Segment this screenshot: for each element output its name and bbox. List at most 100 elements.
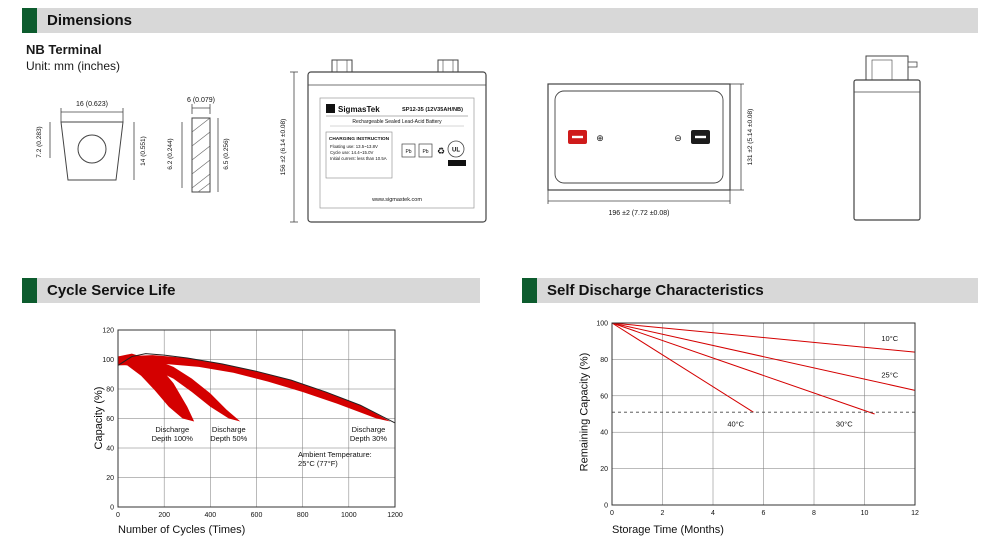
cycle-section-header: Cycle Service Life	[22, 278, 480, 303]
svg-text:100: 100	[596, 321, 608, 328]
dimensions-section-header: Dimensions	[22, 8, 978, 33]
pb-icon	[418, 143, 433, 158]
warning-box	[448, 160, 466, 166]
battery-top-view: ⊕ ⊖ 196 ±2 (7.72 ±0.08) 131 ±2 (5.14 ±0.…	[547, 83, 754, 217]
svg-text:Discharge: Discharge	[212, 425, 246, 434]
svg-text:10°C: 10°C	[881, 334, 898, 343]
width-dim-label: 196 ±2 (7.72 ±0.08)	[608, 210, 669, 217]
terminal-pin	[907, 61, 918, 68]
unit-note: Unit: mm (inches)	[26, 59, 121, 73]
svg-text:40: 40	[106, 446, 114, 453]
svg-text:12: 12	[911, 510, 919, 517]
svg-text:Ambient Temperature:: Ambient Temperature:	[298, 450, 372, 459]
svg-text:0: 0	[116, 512, 120, 519]
charging-line: Floating use: 13.5~13.8V	[330, 144, 378, 149]
svg-text:Discharge: Discharge	[155, 425, 189, 434]
svg-text:100: 100	[102, 357, 114, 364]
nb-terminal-label: NB Terminal	[26, 42, 102, 57]
brand-name: SigmasTek	[338, 105, 380, 114]
svg-text:2: 2	[661, 510, 665, 517]
terminal-body-shape	[60, 121, 124, 181]
svg-text:80: 80	[600, 357, 608, 364]
charging-line: Initial current: less than 10.5A	[330, 156, 387, 161]
pb-icon	[401, 143, 416, 158]
charging-title: CHARGING INSTRUCTION	[329, 136, 390, 142]
svg-text:Discharge: Discharge	[352, 425, 386, 434]
hatch-pattern	[191, 117, 211, 193]
svg-text:40°C: 40°C	[727, 420, 744, 429]
svg-text:Pb: Pb	[405, 149, 411, 155]
svg-text:1200: 1200	[387, 512, 403, 519]
battery-front-view: 156 ±2 (6.14 ±0.08) S SigmasTek SP12-35 …	[280, 59, 487, 223]
battery-type-text: Rechargeable Sealed Lead-Acid Battery	[352, 119, 442, 125]
battery-side-view	[853, 55, 921, 221]
svg-text:600: 600	[251, 512, 263, 519]
svg-text:UL: UL	[452, 148, 460, 154]
depth-dim-label: 131 ±2 (5.14 ±0.08)	[747, 109, 754, 166]
svg-text:60: 60	[106, 416, 114, 423]
cycle-service-life-chart: 0 200 400 600 800 1000 1200 0 20 40 60 80 100 120 Disc…	[102, 328, 403, 520]
svg-text:20: 20	[106, 475, 114, 482]
battery-label	[319, 97, 475, 209]
side-body	[853, 79, 921, 221]
top-view-inner	[554, 90, 724, 184]
terminal-post	[331, 59, 353, 73]
svg-text:6: 6	[762, 510, 766, 517]
header-accent-bar	[22, 8, 37, 33]
svg-text:0: 0	[110, 505, 114, 512]
svg-text:8: 8	[812, 510, 816, 517]
svg-text:80: 80	[106, 387, 114, 394]
svg-text:200: 200	[158, 512, 170, 519]
svg-text:400: 400	[204, 512, 216, 519]
svg-text:120: 120	[102, 328, 114, 335]
svg-text:4: 4	[711, 510, 715, 517]
height-dim-label: 156 ±2 (6.14 ±0.08)	[280, 119, 287, 176]
terminal-hole	[77, 134, 107, 164]
dim-label: 7.2 (0.283)	[36, 126, 43, 157]
self-discharge-section-header: Self Discharge Characteristics	[522, 278, 978, 303]
svg-text:S: S	[328, 107, 333, 114]
terminal-section-shape	[191, 117, 211, 193]
cycle-x-axis-label: Number of Cycles (Times)	[118, 524, 246, 536]
svg-text:Depth 100%: Depth 100%	[152, 434, 194, 443]
ul-icon	[447, 140, 465, 158]
dim-label: 6.2 (0.244)	[167, 138, 174, 169]
terminal-side-drawing: 6 (0.079) 6.2 (0.244) 6.5 (0.256)	[167, 97, 230, 193]
svg-text:Pb: Pb	[422, 149, 428, 155]
svg-text:30°C: 30°C	[836, 420, 853, 429]
website-text: www.sigmastek.com	[371, 197, 422, 203]
positive-symbol: ⊕	[596, 133, 604, 143]
dim-label: 6 (0.079)	[187, 97, 215, 104]
terminal-front-drawing: 16 (0.623) 7.2 (0.283) 14 (0.551)	[36, 101, 147, 181]
svg-text:25°C: 25°C	[881, 371, 898, 380]
negative-symbol: ⊖	[674, 133, 682, 143]
self-discharge-section-title: Self Discharge Characteristics	[547, 282, 764, 299]
dim-label: 16 (0.623)	[76, 101, 108, 108]
self-discharge-chart: 0 2 4 6 8 10 12 0 20 40 60 80 100 10°C 25°C 40°C 30°C	[596, 321, 919, 518]
charging-line: Cycle use: 14.4~15.0V	[330, 150, 373, 155]
svg-text:10: 10	[861, 510, 869, 517]
svg-text:60: 60	[600, 393, 608, 400]
svg-text:20: 20	[600, 466, 608, 473]
terminal-post	[437, 59, 459, 73]
header-accent-bar	[522, 278, 537, 303]
svg-text:Depth 50%: Depth 50%	[210, 434, 247, 443]
svg-text:Depth 30%: Depth 30%	[350, 434, 387, 443]
svg-text:800: 800	[297, 512, 309, 519]
dim-label: 14 (0.551)	[140, 136, 147, 166]
sd-x-axis-label: Storage Time (Months)	[612, 524, 724, 536]
svg-text:1000: 1000	[341, 512, 357, 519]
svg-text:0: 0	[604, 503, 608, 510]
dimensions-section-title: Dimensions	[47, 12, 133, 29]
svg-text:40: 40	[600, 430, 608, 437]
charging-instruction-box	[325, 131, 393, 179]
model-number: SP12-35 (12V35AH/NB)	[402, 107, 463, 113]
dim-label: 6.5 (0.256)	[223, 138, 230, 169]
header-accent-bar	[22, 278, 37, 303]
cycle-section-title: Cycle Service Life	[47, 282, 176, 299]
recycle-icon: ♻	[437, 146, 445, 156]
svg-text:25°C (77°F): 25°C (77°F)	[298, 459, 338, 468]
svg-text:0: 0	[610, 510, 614, 517]
brand-logo	[326, 104, 335, 113]
